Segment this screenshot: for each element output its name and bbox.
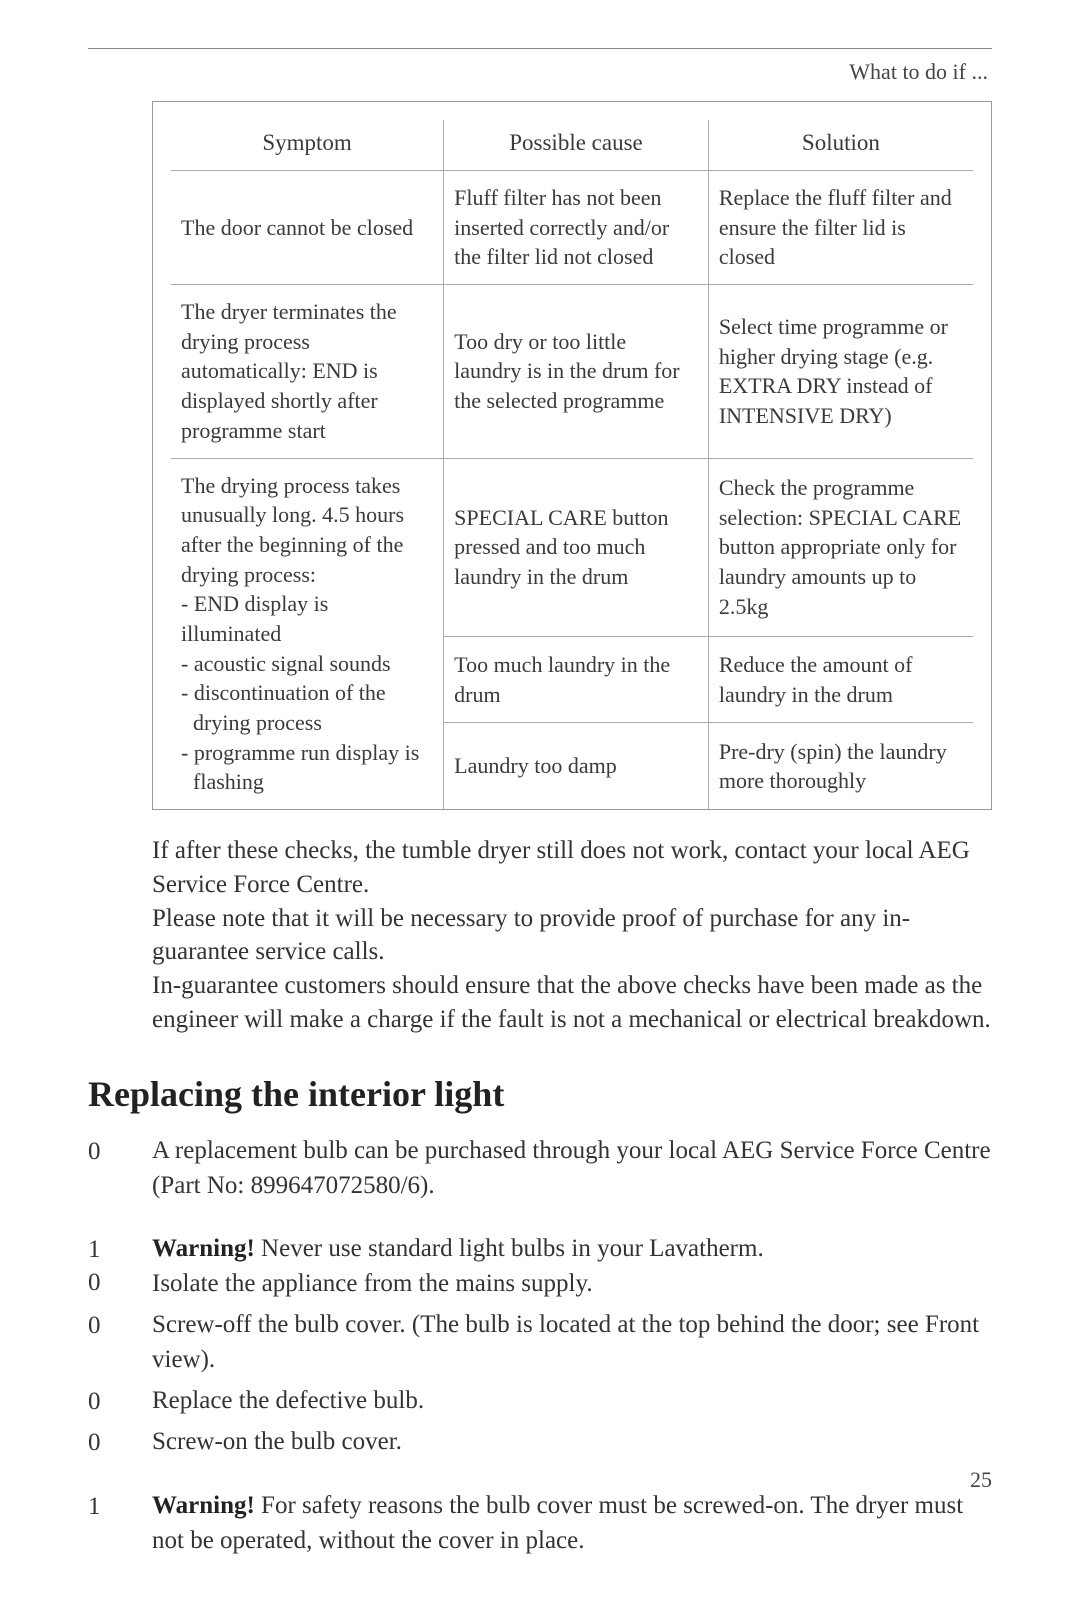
cell-solution: Replace the fluff filter and ensure the … — [708, 171, 973, 285]
step-text: Warning! For safety reasons the bulb cov… — [152, 1488, 992, 1558]
symptom-line: - programme run display is flashing — [181, 738, 433, 797]
cell-solution: Check the programme selection: SPECIAL C… — [708, 458, 973, 636]
th-solution: Solution — [708, 120, 973, 171]
step-text: A replacement bulb can be purchased thro… — [152, 1133, 992, 1203]
cell-cause: Fluff filter has not been inserted corre… — [444, 171, 709, 285]
warning-label: Warning! — [152, 1492, 255, 1519]
symptom-line: - acoustic signal sounds — [181, 651, 391, 676]
para-text: In-guarantee customers should ensure tha… — [152, 972, 991, 1033]
warning-label: Warning! — [152, 1235, 255, 1262]
cell-solution: Select time programme or higher drying s… — [708, 285, 973, 458]
symptom-line: - discontinuation of the drying process — [181, 678, 433, 737]
step-text: Screw-off the bulb cover. (The bulb is l… — [152, 1307, 992, 1377]
step-marker: 0 — [88, 1424, 152, 1460]
para-text: If after these checks, the tumble dryer … — [152, 837, 970, 898]
para-text: Please note that it will be necessary to… — [152, 905, 910, 966]
step-row: 0 Screw-off the bulb cover. (The bulb is… — [88, 1307, 992, 1377]
step-marker: 1 — [88, 1488, 152, 1524]
step-text: Replace the defective bulb. — [152, 1383, 992, 1418]
step-marker: 0 — [88, 1307, 152, 1343]
table-row: The drying process takes unusually long.… — [171, 458, 973, 636]
step-row: 0 Replace the defective bulb. — [88, 1383, 992, 1419]
symptom-line: The drying process takes unusually long.… — [181, 473, 404, 587]
cell-cause: Laundry too damp — [444, 723, 709, 809]
step-row: 0 A replacement bulb can be purchased th… — [88, 1133, 992, 1203]
troubleshoot-table-wrap: Symptom Possible cause Solution The door… — [152, 101, 992, 810]
cell-cause: SPECIAL CARE button pressed and too much… — [444, 458, 709, 636]
warning-text: For safety reasons the bulb cover must b… — [152, 1492, 963, 1554]
th-cause: Possible cause — [444, 120, 709, 171]
step-text: Warning! Never use standard light bulbs … — [152, 1231, 992, 1301]
section-title: Replacing the interior light — [88, 1073, 992, 1115]
cell-solution: Pre-dry (spin) the laundry more thorough… — [708, 723, 973, 809]
step-marker: 0 — [88, 1133, 152, 1169]
cell-cause: Too dry or too little laundry is in the … — [444, 285, 709, 458]
paragraph: If after these checks, the tumble dryer … — [152, 834, 992, 1037]
page-number: 25 — [970, 1467, 992, 1493]
step-row: 1 Warning! For safety reasons the bulb c… — [88, 1488, 992, 1558]
th-symptom: Symptom — [171, 120, 444, 171]
table-row: The door cannot be closed Fluff filter h… — [171, 171, 973, 285]
cell-symptom: The door cannot be closed — [171, 171, 444, 285]
step-marker: 10 — [88, 1231, 152, 1301]
step-row: 10 Warning! Never use standard light bul… — [88, 1231, 992, 1301]
cell-symptom: The dryer terminates the drying process … — [171, 285, 444, 458]
step-text: Screw-on the bulb cover. — [152, 1424, 992, 1459]
table-row: The dryer terminates the drying process … — [171, 285, 973, 458]
step-marker: 0 — [88, 1383, 152, 1419]
symptom-line: - END display is illuminated — [181, 591, 328, 646]
cell-symptom-group: The drying process takes unusually long.… — [171, 458, 444, 809]
breadcrumb: What to do if ... — [88, 53, 992, 95]
cell-cause: Too much laundry in the drum — [444, 636, 709, 723]
step-row: 0 Screw-on the bulb cover. — [88, 1424, 992, 1460]
troubleshoot-table: Symptom Possible cause Solution The door… — [171, 120, 973, 809]
cell-solution: Reduce the amount of laundry in the drum — [708, 636, 973, 723]
